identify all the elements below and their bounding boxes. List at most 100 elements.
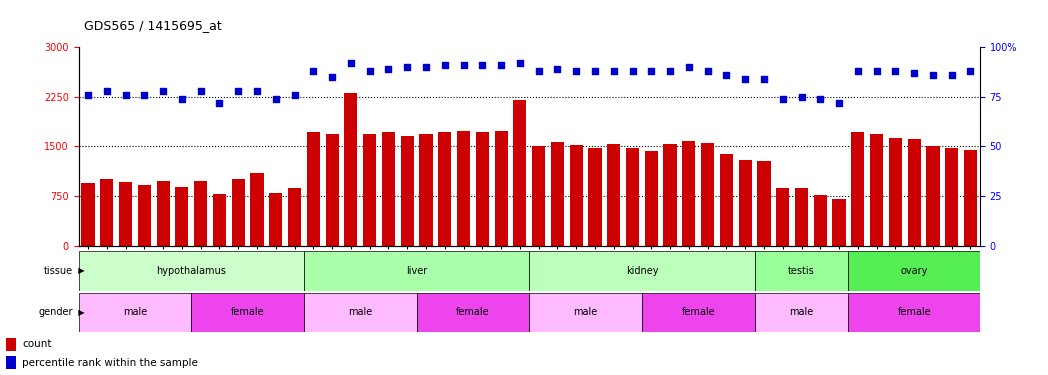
Bar [849,251,980,291]
Point [362,68,378,74]
Bar [607,144,620,246]
Bar [250,173,263,246]
Point [793,94,810,100]
Point [230,88,246,94]
Bar [381,132,395,246]
Bar [400,136,414,246]
Text: female: female [231,307,264,317]
Bar [419,134,433,246]
Bar [908,139,921,246]
Bar [926,146,939,246]
Point [267,96,284,102]
Bar [307,132,320,246]
Bar [191,292,304,332]
Bar [101,179,113,246]
Point [905,70,922,76]
Point [943,72,960,78]
Bar [194,182,208,246]
Bar [213,194,226,246]
Bar [851,132,865,246]
Bar [529,292,641,332]
Bar [945,148,958,246]
Point [737,76,754,82]
Text: male: male [573,307,597,317]
Bar [645,151,658,246]
Bar [777,188,789,246]
Point [99,88,115,94]
Point [642,68,659,74]
Bar [363,134,376,246]
Point [248,88,265,94]
Bar [304,292,417,332]
Point [324,74,341,80]
Bar [701,143,714,246]
Bar [476,132,488,246]
Bar [870,134,883,246]
Bar [6,356,16,369]
Point [136,92,153,98]
Point [831,99,848,105]
Point [474,62,490,68]
Bar [326,134,339,246]
Bar [570,145,583,246]
Point [380,66,397,72]
Point [286,92,303,98]
Bar [137,184,151,246]
Point [568,68,585,74]
Bar [755,292,849,332]
Point [887,68,903,74]
Bar [438,132,452,246]
Point [417,64,434,70]
Bar [457,131,471,246]
Point [117,92,134,98]
Bar [663,144,677,246]
Bar [529,251,755,291]
Text: gender: gender [39,307,73,317]
Point [511,60,528,66]
Point [343,60,359,66]
Text: GDS565 / 1415695_at: GDS565 / 1415695_at [84,19,221,32]
Point [305,68,322,74]
Bar [79,292,191,332]
Point [868,68,885,74]
Point [455,62,472,68]
Bar [849,292,980,332]
Point [812,96,829,102]
Point [549,66,566,72]
Bar [739,160,751,246]
Bar [6,338,16,351]
Bar [813,195,827,246]
Point [606,68,623,74]
Bar [889,138,902,246]
Bar [795,188,808,246]
Text: female: female [456,307,489,317]
Point [211,99,227,105]
Point [699,68,716,74]
Text: ▶: ▶ [73,266,85,275]
Point [625,68,641,74]
Bar [626,148,639,246]
Bar [964,150,977,246]
Bar [288,188,301,246]
Bar [345,93,357,246]
Text: ovary: ovary [900,266,927,276]
Bar [532,146,545,246]
Point [774,96,791,102]
Text: hypothalamus: hypothalamus [156,266,226,276]
Text: testis: testis [788,266,815,276]
Bar [832,199,846,246]
Point [756,76,772,82]
Bar [79,251,304,291]
Bar [720,154,733,246]
Bar [119,182,132,246]
Point [680,64,697,70]
Text: ▶: ▶ [73,308,85,316]
Bar [514,100,526,246]
Bar [588,148,602,246]
Bar [755,251,849,291]
Bar [641,292,755,332]
Point [962,68,979,74]
Bar [175,187,189,246]
Point [436,62,453,68]
Point [718,72,735,78]
